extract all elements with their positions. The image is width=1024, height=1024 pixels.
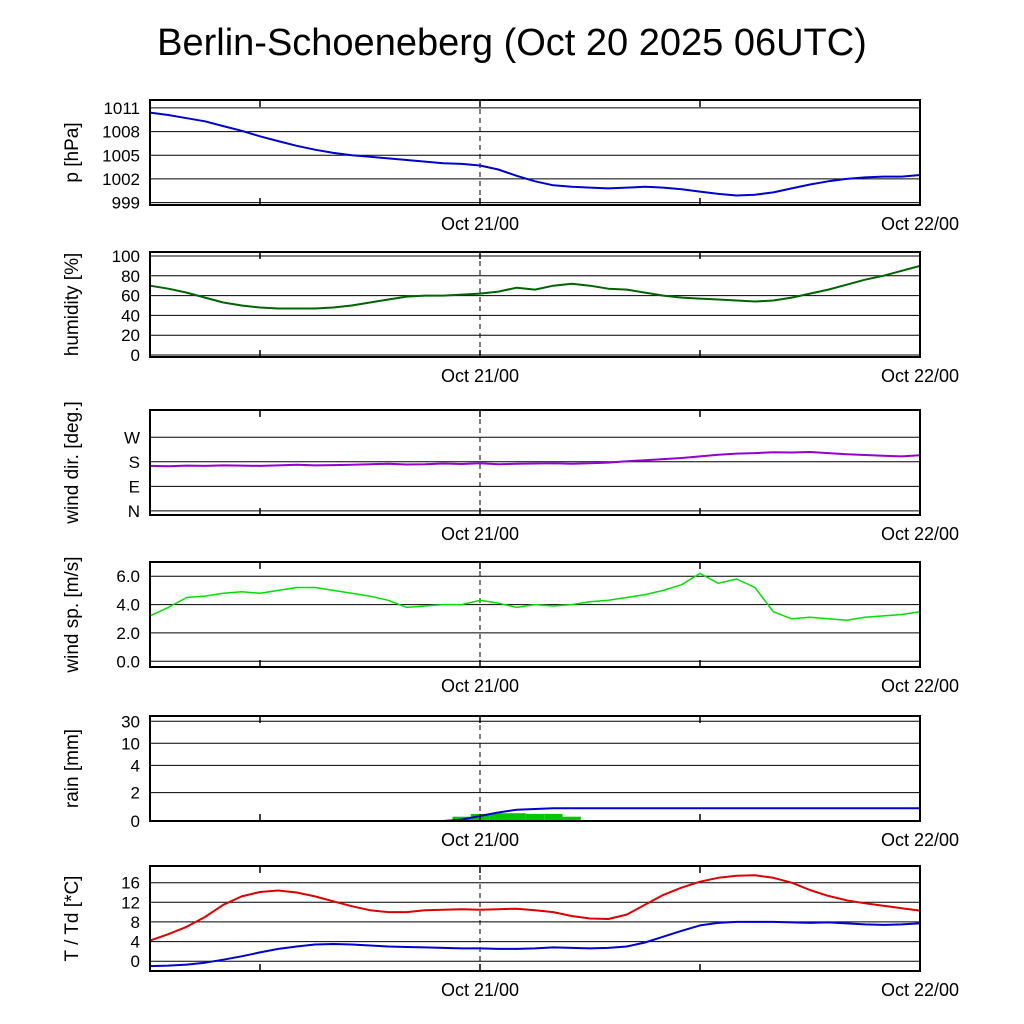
series-dew-point	[149, 920, 921, 968]
series-pressure	[149, 111, 921, 197]
rain-bar	[525, 813, 545, 821]
plot-border	[149, 865, 921, 972]
ytick-label: 1008	[102, 123, 140, 142]
panel-pressure: 999 1002 1005 1008 1011 p [hPa] Oct 21/00 Oct 2…	[62, 99, 959, 234]
ytick-label: 30	[121, 712, 140, 731]
xtick-label: Oct 22/00	[881, 980, 959, 1000]
xtick-label: Oct 21/00	[441, 830, 519, 850]
xtick-label: Oct 22/00	[881, 214, 959, 234]
ytick-label: 2.0	[116, 624, 140, 643]
chart-title: Berlin-Schoeneberg (Oct 20 2025 06UTC)	[157, 22, 867, 64]
panel-wind-speed: 0.0 2.0 4.0 6.0 wind sp. [m/s] Oct 21/00 Oct 2…	[62, 556, 959, 696]
plot-border	[149, 561, 921, 668]
xtick-label: Oct 21/00	[441, 214, 519, 234]
ytick-label: 16	[121, 874, 140, 893]
y-axis-title: humidity [%]	[62, 253, 83, 356]
rain-bar	[544, 813, 563, 821]
rain-bar	[562, 816, 581, 821]
plot-border	[149, 251, 921, 358]
xtick-label: Oct 22/00	[881, 830, 959, 850]
y-axis-title: T / Td [*C]	[62, 876, 83, 962]
rain-bar	[489, 813, 508, 821]
ytick-label: 1005	[102, 146, 140, 165]
xtick-label: Oct 21/00	[441, 980, 519, 1000]
ytick-label: E	[129, 477, 140, 496]
xtick-label: Oct 22/00	[881, 524, 959, 544]
series-wind-direction	[149, 451, 921, 468]
y-axis-title: p [hPa]	[62, 122, 83, 182]
y-axis-title: wind sp. [m/s]	[62, 556, 83, 673]
ytick-label: 4.0	[116, 596, 140, 615]
ytick-label: 0	[131, 812, 140, 831]
plot-border	[149, 715, 921, 822]
y-axis-title: wind dir. [deg.]	[62, 401, 83, 525]
series-wind-speed	[149, 572, 921, 621]
ytick-label: S	[129, 453, 140, 472]
ytick-label: 0	[131, 346, 140, 365]
ytick-label: 100	[112, 247, 140, 266]
ytick-label: 999	[112, 194, 140, 213]
ytick-label: 4	[131, 933, 140, 952]
ytick-label: W	[124, 428, 140, 447]
ytick-label: 2	[131, 784, 140, 803]
ytick-label: N	[128, 502, 140, 521]
ytick-label: 1002	[102, 170, 140, 189]
ytick-label: 60	[121, 287, 140, 306]
ytick-label: 10	[121, 734, 140, 753]
y-axis-title: rain [mm]	[62, 729, 83, 808]
xtick-label: Oct 22/00	[881, 676, 959, 696]
series-temperature	[149, 874, 921, 942]
plot-border	[149, 99, 921, 206]
ytick-label: 6.0	[116, 567, 140, 586]
ytick-label: 40	[121, 306, 140, 325]
rain-bar	[507, 813, 526, 821]
ytick-label: 8	[131, 913, 140, 932]
xtick-label: Oct 21/00	[441, 676, 519, 696]
xtick-label: Oct 22/00	[881, 366, 959, 386]
ytick-label: 0.0	[116, 652, 140, 671]
xtick-label: Oct 21/00	[441, 366, 519, 386]
plot-border	[149, 409, 921, 516]
ytick-label: 1011	[103, 99, 140, 118]
ytick-label: 0	[131, 952, 140, 971]
ytick-label: 4	[131, 756, 140, 775]
ytick-label: 20	[121, 326, 140, 345]
ytick-label: 80	[121, 267, 140, 286]
xtick-label: Oct 21/00	[441, 524, 519, 544]
series-humidity	[149, 264, 921, 310]
ytick-label: 12	[121, 893, 140, 912]
panel-rain: 0 2 4 10 30 rain [mm] Oct 21/00 Oct 22/00	[62, 712, 959, 850]
